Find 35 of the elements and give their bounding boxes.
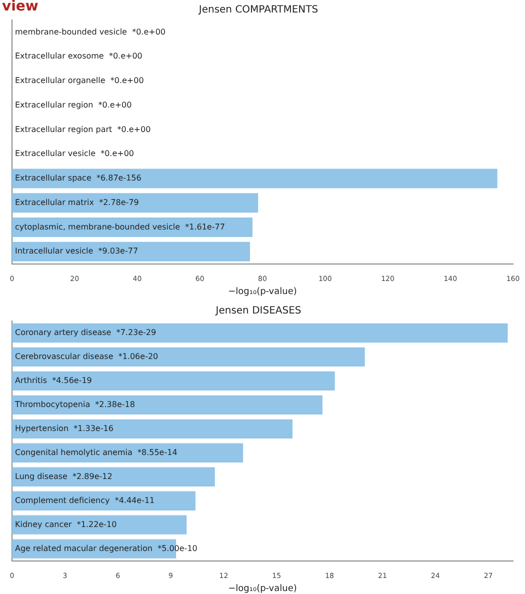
y-tick-label: Kidney cancer *1.22e-10 [15, 520, 117, 529]
y-tick-label: Complement deficiency *4.44e-11 [15, 496, 155, 505]
y-tick-label: Intracellular vesicle *9.03e-77 [15, 246, 138, 256]
y-tick-label: Coronary artery disease *7.23e-29 [15, 328, 156, 338]
text: view [2, 0, 38, 15]
bar [12, 515, 187, 534]
y-tick-label: cytoplasmic, membrane-bounded vesicle *1.61e-77 [15, 222, 225, 232]
y-tick-label: Age related macular degeneration *5.00e-10 [15, 544, 198, 553]
x-axis-title: −log₁₀(p-value) [228, 584, 297, 594]
chart-title: Jensen DISEASES [214, 306, 302, 317]
bar [12, 323, 508, 343]
bar [12, 193, 258, 213]
y-tick-label: Extracellular organelle *0.e+00 [15, 76, 144, 86]
y-tick-label: Hypertension *1.33e-16 [15, 424, 114, 433]
y-tick-label: Cerebrovascular disease *1.06e-20 [15, 352, 158, 362]
y-tick-label: Extracellular exosome *0.e+00 [15, 52, 142, 61]
bar [12, 419, 292, 438]
y-tick-label: Extracellular region *0.e+00 [15, 100, 132, 110]
bar [12, 395, 322, 415]
y-tick-label: Extracellular vesicle *0.e+00 [15, 149, 134, 158]
bar [12, 347, 365, 367]
y-tick-label: Thrombocytopenia *2.38e-18 [14, 400, 135, 410]
bar [12, 467, 215, 486]
bar [12, 371, 335, 391]
y-tick-label: membrane-bounded vesicle *0.e+00 [15, 27, 166, 36]
y-tick-label: Congenital hemolytic anemia *8.55e-14 [15, 448, 178, 457]
bar [12, 168, 498, 188]
y-tick-label: Extracellular region part *0.e+00 [15, 124, 151, 134]
y-tick-label: Extracellular space *6.87e-156 [15, 174, 142, 183]
y-tick-label: Lung disease *2.89e-12 [15, 472, 112, 481]
bar [12, 242, 250, 262]
chart-title: Jensen COMPARTMENTS [198, 4, 318, 16]
x-axis-title: −log₁₀(p-value) [228, 286, 297, 297]
y-tick-label: Arthritis *4.56e-19 [15, 376, 92, 386]
y-tick-label: Extracellular matrix *2.78e-79 [15, 198, 139, 207]
